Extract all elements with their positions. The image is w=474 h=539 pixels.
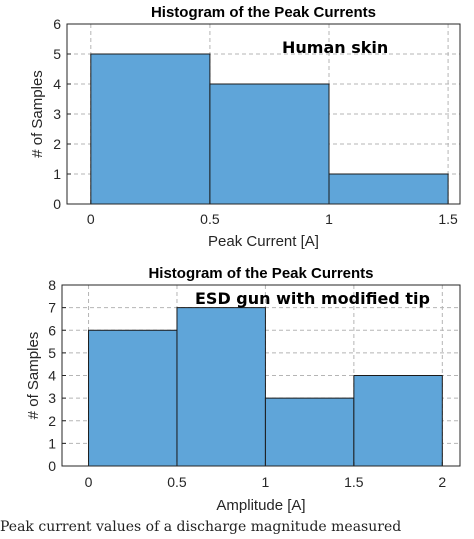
x-tick-label: 0.5 — [167, 474, 187, 490]
chart-esd-gun: 0 0.5 1 1.5 2 0 1 2 3 4 5 6 7 8 Histogram of the Peak … — [25, 265, 461, 514]
chart-human-skin: 0 0.5 1 1.5 0 1 2 3 4 5 6 Histogram of the Peak Cur… — [29, 4, 461, 250]
y-tick-label: 2 — [48, 413, 56, 429]
y-tick-label: 8 — [48, 277, 56, 293]
histogram-bar — [88, 329, 178, 467]
y-tick-label: 0 — [53, 196, 61, 212]
x-axis-label: Amplitude [A] — [216, 497, 305, 514]
x-tick-label: 0.5 — [200, 211, 220, 227]
x-tick-label: 1 — [262, 474, 270, 490]
y-axis-label: # of Samples — [29, 70, 46, 158]
y-tick-label: 6 — [48, 322, 56, 338]
x-tick-label: 0 — [85, 474, 93, 490]
histogram-bar — [176, 307, 266, 467]
y-tick-label: 4 — [48, 368, 56, 384]
histogram-bar — [328, 173, 449, 205]
y-tick-label: 0 — [48, 458, 56, 474]
histogram-bar — [353, 375, 443, 467]
y-tick-label: 6 — [53, 16, 61, 32]
y-axis-label: # of Samples — [25, 332, 42, 420]
chart-annotation: ESD gun with modified tip — [195, 289, 430, 308]
x-tick-label: 1 — [325, 211, 333, 227]
x-tick-label: 0 — [87, 211, 95, 227]
x-tick-label: 1.5 — [344, 474, 364, 490]
y-tick-label: 4 — [53, 76, 61, 92]
histogram-bar — [264, 397, 355, 467]
y-tick-label: 1 — [53, 166, 61, 182]
x-tick-label: 2 — [438, 474, 446, 490]
y-tick-label: 3 — [53, 106, 61, 122]
x-axis-label: Peak Current [A] — [208, 233, 319, 250]
histogram-bar — [90, 53, 211, 205]
y-tick-label: 1 — [48, 435, 56, 451]
y-tick-label: 7 — [48, 300, 56, 316]
histogram-bar — [209, 83, 330, 205]
x-tick-label: 1.5 — [438, 211, 458, 227]
y-tick-label: 3 — [48, 390, 56, 406]
y-tick-label: 5 — [53, 46, 61, 62]
chart-annotation: Human skin — [282, 38, 388, 57]
chart-title: Histogram of the Peak Currents — [151, 4, 376, 21]
figure-caption: Peak current values of a discharge magni… — [0, 519, 402, 535]
chart-title: Histogram of the Peak Currents — [148, 265, 373, 282]
y-tick-label: 2 — [53, 136, 61, 152]
y-tick-label: 5 — [48, 345, 56, 361]
